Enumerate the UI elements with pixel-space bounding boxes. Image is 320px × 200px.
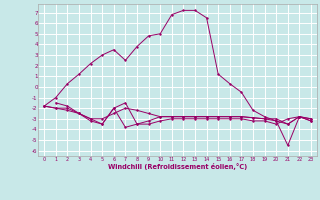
X-axis label: Windchill (Refroidissement éolien,°C): Windchill (Refroidissement éolien,°C) xyxy=(108,163,247,170)
